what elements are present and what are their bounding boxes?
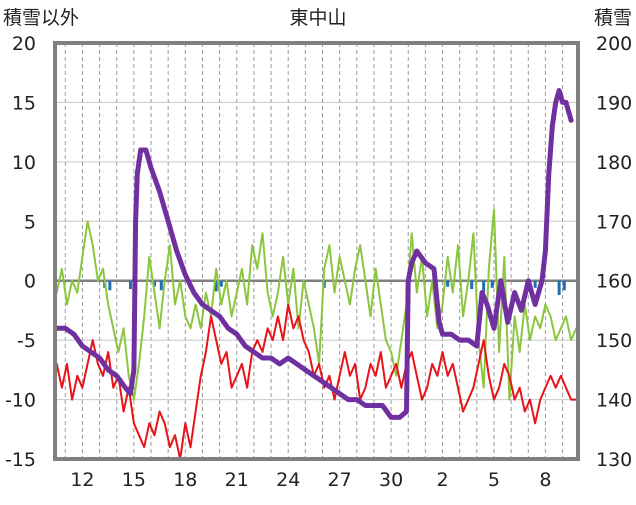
plot-frame bbox=[53, 41, 580, 461]
precipitation-bar bbox=[533, 280, 537, 288]
left-y-tick-label: -10 bbox=[5, 390, 36, 412]
left-y-tick-label: 0 bbox=[24, 271, 36, 293]
x-tick-label: 21 bbox=[225, 469, 249, 491]
left-y-tick-label: 15 bbox=[12, 92, 36, 114]
snow_depth-line bbox=[54, 88, 574, 420]
precipitation-bar bbox=[152, 280, 156, 287]
right-y-tick-label: 200 bbox=[596, 33, 632, 55]
precipitation-bar bbox=[214, 280, 218, 292]
right-y-tick-label: 140 bbox=[596, 390, 632, 412]
left-y-tick-label: -5 bbox=[17, 330, 36, 352]
precipitation-bar bbox=[108, 280, 112, 291]
left-y-tick-label: 20 bbox=[12, 33, 36, 55]
right-y-tick-label: 190 bbox=[596, 92, 632, 114]
right-y-tick-label: 160 bbox=[596, 271, 632, 293]
x-tick-label: 12 bbox=[70, 469, 94, 491]
precipitation-bar bbox=[482, 280, 486, 293]
axis-labels: 20 15 10 5 0 -5 -10 -15 200 190 180 170 160 150 140 130… bbox=[5, 33, 632, 491]
x-tick-label: 30 bbox=[379, 469, 403, 491]
right-axis-title: 積雪 bbox=[594, 7, 632, 29]
right-y-tick-label: 130 bbox=[596, 449, 632, 471]
precipitation-bar bbox=[470, 280, 474, 290]
left-y-tick-label: -15 bbox=[5, 449, 36, 471]
x-tick-label: 18 bbox=[173, 469, 197, 491]
precipitation-bar bbox=[490, 280, 494, 288]
left-axis-title: 積雪以外 bbox=[3, 7, 79, 29]
precipitation-bar bbox=[557, 280, 561, 295]
right-y-tick-label: 150 bbox=[596, 330, 632, 352]
x-tick-label: 27 bbox=[328, 469, 352, 491]
series-layer bbox=[54, 88, 578, 460]
x-tick-label: 5 bbox=[488, 469, 500, 491]
x-tick-label: 24 bbox=[276, 469, 300, 491]
precipitation-bar bbox=[159, 280, 163, 291]
right-y-tick-label: 180 bbox=[596, 152, 632, 174]
dewpoint-line bbox=[55, 303, 578, 460]
right-y-tick-label: 170 bbox=[596, 211, 632, 233]
left-y-tick-label: 5 bbox=[24, 211, 36, 233]
precipitation-bar bbox=[219, 280, 223, 287]
precipitation-bar bbox=[562, 280, 566, 291]
x-tick-label: 8 bbox=[539, 469, 551, 491]
left-y-tick-label: 10 bbox=[12, 152, 36, 174]
precipitation-bar bbox=[128, 280, 132, 290]
x-tick-label: 2 bbox=[436, 469, 448, 491]
precipitation-bar bbox=[446, 280, 450, 287]
x-tick-label: 15 bbox=[122, 469, 146, 491]
temperature-line bbox=[55, 208, 578, 401]
chart-title: 東中山 bbox=[289, 7, 346, 29]
